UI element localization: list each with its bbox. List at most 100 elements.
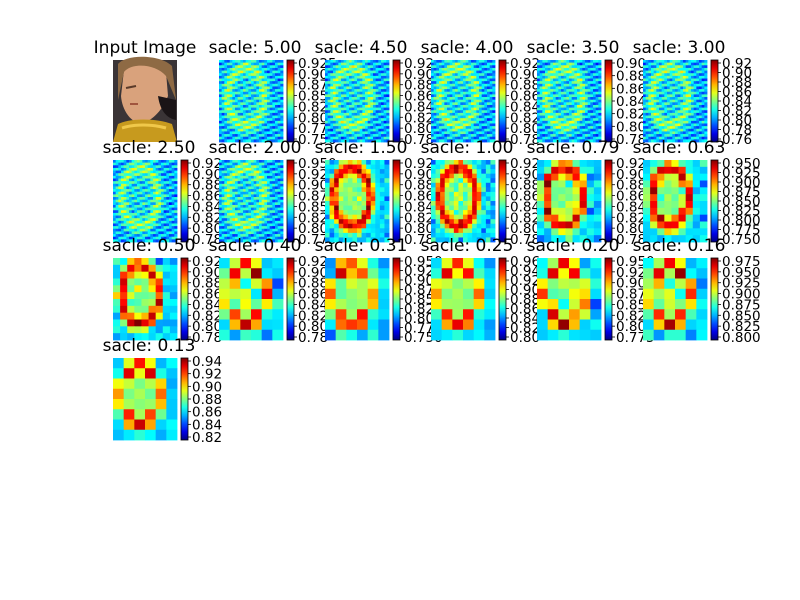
heatmap-cell <box>123 160 127 164</box>
heatmap-cell <box>579 62 583 66</box>
heatmap-cell <box>359 67 363 71</box>
heatmap-cell <box>272 181 276 185</box>
heatmap-cell <box>248 123 252 127</box>
heatmap-cell <box>131 183 135 187</box>
heatmap-cell <box>563 112 567 116</box>
heatmap-cell <box>357 139 361 143</box>
heatmap-cell <box>386 102 390 106</box>
heatmap-cell <box>163 220 167 224</box>
heatmap-cell <box>115 239 119 243</box>
heatmap-cell <box>341 83 345 87</box>
heatmap-cell <box>561 86 565 90</box>
heatmap-cell <box>431 131 435 135</box>
heatmap-cell <box>330 81 334 85</box>
heatmap-cell <box>555 73 559 77</box>
heatmap-cell <box>656 123 660 127</box>
heatmap-cell <box>327 107 331 111</box>
heatmap-cell <box>330 65 334 69</box>
heatmap-cell <box>275 102 279 106</box>
heatmap-cell <box>113 234 117 238</box>
heatmap-cell <box>595 128 599 132</box>
heatmap-cell <box>155 189 159 193</box>
heatmap-cell <box>134 204 138 209</box>
heatmap-cell <box>598 67 602 71</box>
heatmap-cell <box>139 197 143 201</box>
heatmap-cell <box>277 186 281 190</box>
heatmap-cell <box>479 78 483 82</box>
heatmap-cell <box>359 94 363 98</box>
heatmap-cell <box>243 160 247 164</box>
heatmap-cell <box>229 78 233 82</box>
heatmap-cell <box>539 65 543 69</box>
heatmap-cell <box>574 107 578 111</box>
heatmap-cell <box>653 139 657 143</box>
heatmap-cell <box>362 73 366 77</box>
heatmap-cell <box>235 110 239 114</box>
heatmap-cell <box>248 139 252 143</box>
heatmap-cell <box>261 67 265 71</box>
heatmap-cell <box>566 97 570 101</box>
heatmap-cell <box>571 94 575 98</box>
heatmap-cell <box>373 91 377 95</box>
heatmap-cell <box>476 83 480 87</box>
heatmap-cell <box>669 110 673 114</box>
heatmap-cell <box>547 118 551 122</box>
heatmap-cell <box>476 89 480 93</box>
heatmap-cell <box>232 136 236 140</box>
heatmap-cell <box>661 112 665 116</box>
heatmap-cell <box>386 99 390 103</box>
heatmap-cell <box>370 139 374 143</box>
heatmap-cell <box>330 134 334 138</box>
heatmap-cell <box>163 239 167 243</box>
heatmap-cell <box>269 102 273 106</box>
heatmap-cell <box>444 126 448 130</box>
heatmap-cell <box>484 104 488 109</box>
colorbar-tick-label: 0.92 <box>404 56 434 72</box>
heatmap-cell <box>431 78 435 82</box>
heatmap-cell <box>487 75 491 79</box>
heatmap-cell <box>229 134 233 138</box>
heatmap-cell <box>272 91 276 95</box>
heatmap-cell <box>158 173 162 177</box>
heatmap-cell <box>219 189 223 193</box>
heatmap-cell <box>277 175 281 179</box>
heatmap-cell <box>359 83 363 87</box>
heatmap-cell <box>587 107 591 111</box>
heatmap-cell <box>468 112 472 116</box>
heatmap-cell <box>335 115 339 119</box>
heatmap-cell <box>447 62 451 66</box>
heatmap-cell <box>349 118 353 122</box>
heatmap-cell <box>251 173 255 177</box>
heatmap-cell <box>253 67 257 71</box>
heatmap-cell <box>643 81 647 85</box>
heatmap-cell <box>471 70 475 74</box>
heatmap-cell <box>667 65 671 69</box>
heatmap-cell <box>126 181 130 185</box>
heatmap-cell <box>659 120 663 124</box>
heatmap-cell <box>253 83 257 87</box>
heatmap-cell <box>245 175 249 179</box>
heatmap-cell <box>444 60 448 64</box>
heatmap-cell <box>476 128 480 132</box>
heatmap-cell <box>691 118 695 122</box>
heatmap-cell <box>224 123 228 127</box>
heatmap-cell <box>147 178 151 182</box>
heatmap-cell <box>327 123 331 127</box>
heatmap-cell <box>381 75 385 79</box>
heatmap-cell <box>569 97 573 101</box>
heatmap-cell <box>653 104 657 109</box>
heatmap-cell <box>224 128 228 132</box>
heatmap-cell <box>553 99 557 103</box>
heatmap-cell <box>436 97 440 101</box>
heatmap-cell <box>688 118 692 122</box>
heatmap-cell <box>701 120 705 124</box>
heatmap-cell <box>463 136 467 140</box>
heatmap-cell <box>489 126 493 130</box>
heatmap-cell <box>431 139 435 143</box>
heatmap-cell <box>701 65 705 69</box>
heatmap-cell <box>123 218 127 222</box>
heatmap-cell <box>661 128 665 132</box>
heatmap-cell <box>259 94 263 98</box>
heatmap-cell <box>693 126 697 130</box>
heatmap-cell <box>139 191 143 195</box>
